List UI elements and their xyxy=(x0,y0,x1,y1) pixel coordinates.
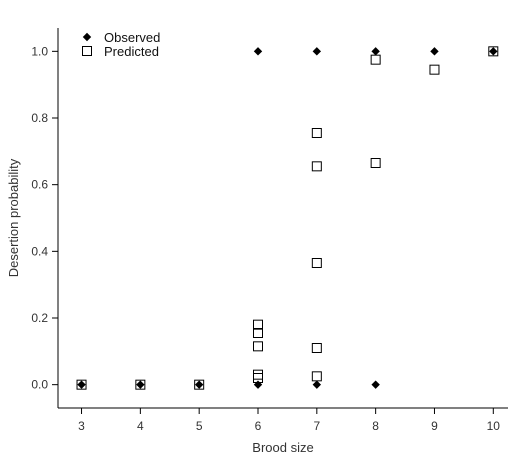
predicted-point xyxy=(253,328,263,338)
x-tick-label: 4 xyxy=(137,419,144,433)
observed-point xyxy=(136,380,145,389)
x-tick-label: 3 xyxy=(78,419,85,433)
y-tick-label: 0.8 xyxy=(31,111,48,125)
legend-label-observed: Observed xyxy=(104,30,160,45)
legend-marker-predicted xyxy=(82,46,92,56)
observed-point xyxy=(371,380,380,389)
observed-point xyxy=(253,380,263,389)
x-tick-label: 10 xyxy=(487,419,501,433)
data-points xyxy=(76,46,499,390)
predicted-point xyxy=(311,258,322,268)
predicted-point xyxy=(253,319,263,330)
y-tick-label: 0.0 xyxy=(31,378,48,392)
axes xyxy=(57,28,508,409)
predicted-point xyxy=(370,54,381,65)
x-axis-title: Brood size xyxy=(252,440,313,455)
predicted-point xyxy=(311,161,322,172)
predicted-point xyxy=(135,379,146,390)
predicted-point xyxy=(253,369,263,380)
predicted-point xyxy=(311,128,322,138)
predicted-point xyxy=(253,341,263,352)
predicted-point xyxy=(311,371,322,382)
observed-point xyxy=(77,380,86,389)
x-tick-label: 9 xyxy=(431,419,438,433)
observed-point xyxy=(194,380,204,389)
y-tick-label: 1.0 xyxy=(31,44,48,58)
series-predicted xyxy=(76,46,499,390)
observed-point xyxy=(312,380,322,389)
predicted-point xyxy=(370,158,381,168)
observed-point xyxy=(430,47,439,56)
y-axis-title: Desertion probability xyxy=(6,158,21,277)
x-tick-label: 8 xyxy=(372,419,379,433)
observed-point xyxy=(253,47,263,56)
ticks: 3 4 5 6 7 8 9 10 0.0 0.2 0.4 0.6 0.8 1.0 xyxy=(31,44,500,433)
y-tick-label: 0.4 xyxy=(31,244,48,258)
observed-point xyxy=(312,47,322,56)
observed-point xyxy=(371,47,380,56)
x-tick-label: 6 xyxy=(255,419,262,433)
predicted-point xyxy=(429,64,440,75)
predicted-point xyxy=(194,379,205,390)
predicted-point xyxy=(488,46,499,57)
predicted-point xyxy=(311,343,322,353)
y-tick-label: 0.2 xyxy=(31,311,48,325)
x-tick-label: 7 xyxy=(313,419,320,433)
predicted-point xyxy=(76,379,87,390)
y-tick-label: 0.6 xyxy=(31,178,48,192)
legend-label-predicted: Predicted xyxy=(104,44,159,59)
series-observed xyxy=(77,47,498,389)
observed-point xyxy=(489,47,498,56)
legend-marker-observed xyxy=(82,32,92,42)
x-tick-label: 5 xyxy=(196,419,203,433)
